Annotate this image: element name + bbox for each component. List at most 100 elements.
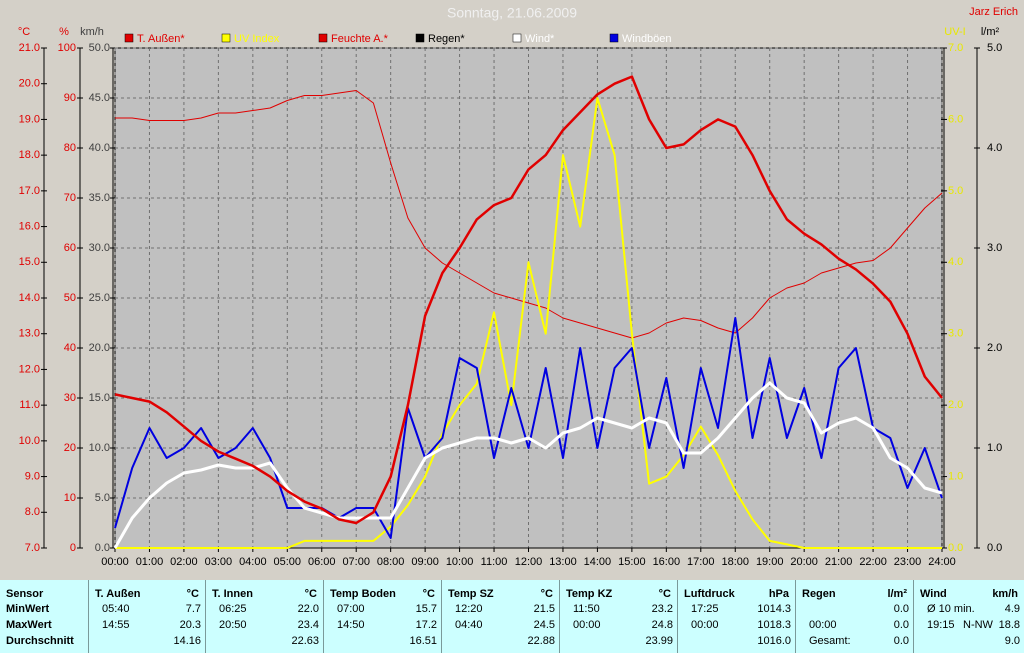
x-tick-label: 16:00: [653, 556, 681, 568]
row-label: MaxWert: [6, 619, 52, 631]
column-unit: hPa: [768, 588, 789, 600]
legend-swatch: [221, 33, 231, 43]
y-tick-label: 90: [64, 92, 76, 104]
legend-swatch: [609, 33, 619, 43]
y-tick-label: 6.0: [948, 113, 963, 125]
column-name: Wind: [920, 588, 947, 600]
legend-label: Wind*: [525, 33, 555, 45]
y-tick-label: 35.0: [89, 192, 110, 204]
y-tick-label: 20.0: [89, 342, 110, 354]
cell-time: 06:25: [219, 603, 247, 615]
column-unit: °C: [186, 588, 199, 600]
legend-swatch: [124, 33, 134, 43]
x-tick-label: 12:00: [515, 556, 543, 568]
y-tick-label: 50.0: [89, 42, 110, 54]
cell-time: 14:50: [337, 619, 365, 631]
x-tick-label: 19:00: [756, 556, 784, 568]
chart-title: Sonntag, 21.06.2009: [447, 5, 577, 21]
y-tick-label: 0.0: [948, 542, 963, 554]
cell-time: 14:55: [102, 619, 130, 631]
y-tick-label: 15.0: [89, 392, 110, 404]
y-tick-label: 40: [64, 342, 76, 354]
column-unit: km/h: [992, 588, 1018, 600]
y-tick-label: 18.0: [19, 149, 40, 161]
y-tick-label: 3.0: [987, 242, 1002, 254]
x-tick-label: 10:00: [446, 556, 474, 568]
column-unit: l/m²: [887, 588, 907, 600]
cell-time: 12:20: [455, 603, 483, 615]
cell-time: Gesamt:: [809, 635, 851, 647]
cell-value: 20.3: [179, 619, 201, 631]
column-name: Luftdruck: [684, 588, 735, 600]
cell-value: 9.0: [1004, 635, 1020, 647]
x-tick-label: 07:00: [342, 556, 370, 568]
y-tick-label: 40.0: [89, 142, 110, 154]
y-tick-label: 11.0: [19, 399, 40, 411]
y-tick-label: 5.0: [987, 42, 1002, 54]
y-tick-label: 7.0: [948, 42, 963, 54]
cell-value: 22.88: [527, 635, 555, 647]
column-unit: °C: [422, 588, 435, 600]
axis-unit: °C: [18, 26, 30, 38]
y-tick-label: 19.0: [19, 113, 40, 125]
column-name: Temp Boden: [330, 588, 396, 600]
series-line: [114, 317, 943, 539]
cell-value: 1014.3: [757, 603, 791, 615]
x-tick-label: 09:00: [411, 556, 439, 568]
x-tick-label: 21:00: [825, 556, 853, 568]
x-tick-label: 01:00: [136, 556, 164, 568]
row-label: MinWert: [6, 603, 50, 615]
y-tick-label: 30.0: [89, 242, 110, 254]
column-unit: °C: [304, 588, 317, 600]
x-tick-label: 00:00: [101, 556, 129, 568]
chart: Sonntag, 21.06.2009 Jarz Erich °C 7.0 8.0 9…: [17, 4, 1018, 568]
cell-time: 00:00: [691, 619, 719, 631]
y-tick-label: 7.0: [25, 542, 40, 554]
cell-value: 7.7: [185, 603, 201, 615]
author: Jarz Erich: [969, 6, 1018, 18]
y-tick-label: 30: [64, 392, 76, 404]
cell-value: 22.63: [291, 635, 319, 647]
cell-time: 00:00: [809, 619, 837, 631]
series-line: [113, 381, 943, 549]
cell-time: 07:00: [337, 603, 365, 615]
cell-time: Ø 10 min.: [927, 603, 975, 615]
series-line: [115, 90, 943, 339]
cell-direction: N-NW: [963, 619, 993, 631]
cell-value: 21.5: [533, 603, 555, 615]
x-tick-label: 06:00: [308, 556, 336, 568]
column-name: Temp SZ: [448, 588, 494, 600]
cell-value: 0.0: [893, 635, 909, 647]
x-tick-label: 11:00: [481, 556, 508, 568]
y-tick-label: 16.0: [19, 220, 40, 232]
column-separator: [205, 580, 206, 653]
x-tick-label: 08:00: [377, 556, 405, 568]
x-tick-label: 14:00: [584, 556, 612, 568]
cell-time: 20:50: [219, 619, 247, 631]
column-unit: °C: [658, 588, 671, 600]
cell-value: 17.2: [415, 619, 437, 631]
y-tick-label: 20: [64, 442, 76, 454]
cell-value: 24.8: [651, 619, 673, 631]
y-tick-label: 80: [64, 142, 76, 154]
row-label: Durchschnitt: [6, 635, 74, 647]
y-tick-label: 5.0: [948, 185, 963, 197]
y-tick-label: 8.0: [25, 506, 40, 518]
column-separator: [677, 580, 678, 653]
legend-label: Feuchte A.*: [331, 33, 389, 45]
cell-value: 4.9: [1004, 603, 1020, 615]
y-tick-label: 0.0: [987, 542, 1002, 554]
cell-value: 0.0: [893, 619, 909, 631]
column-separator: [323, 580, 324, 653]
cell-value: 23.99: [645, 635, 673, 647]
column-name: T. Außen: [95, 588, 141, 600]
column-name: Temp KZ: [566, 588, 613, 600]
y-tick-label: 4.0: [948, 256, 963, 268]
header-cell: Sensor: [6, 588, 44, 600]
y-tick-label: 2.0: [948, 399, 963, 411]
x-tick-label: 18:00: [721, 556, 749, 568]
column-separator: [795, 580, 796, 653]
cell-time: 05:40: [102, 603, 130, 615]
x-tick-label: 20:00: [790, 556, 818, 568]
y-tick-label: 21.0: [19, 42, 40, 54]
